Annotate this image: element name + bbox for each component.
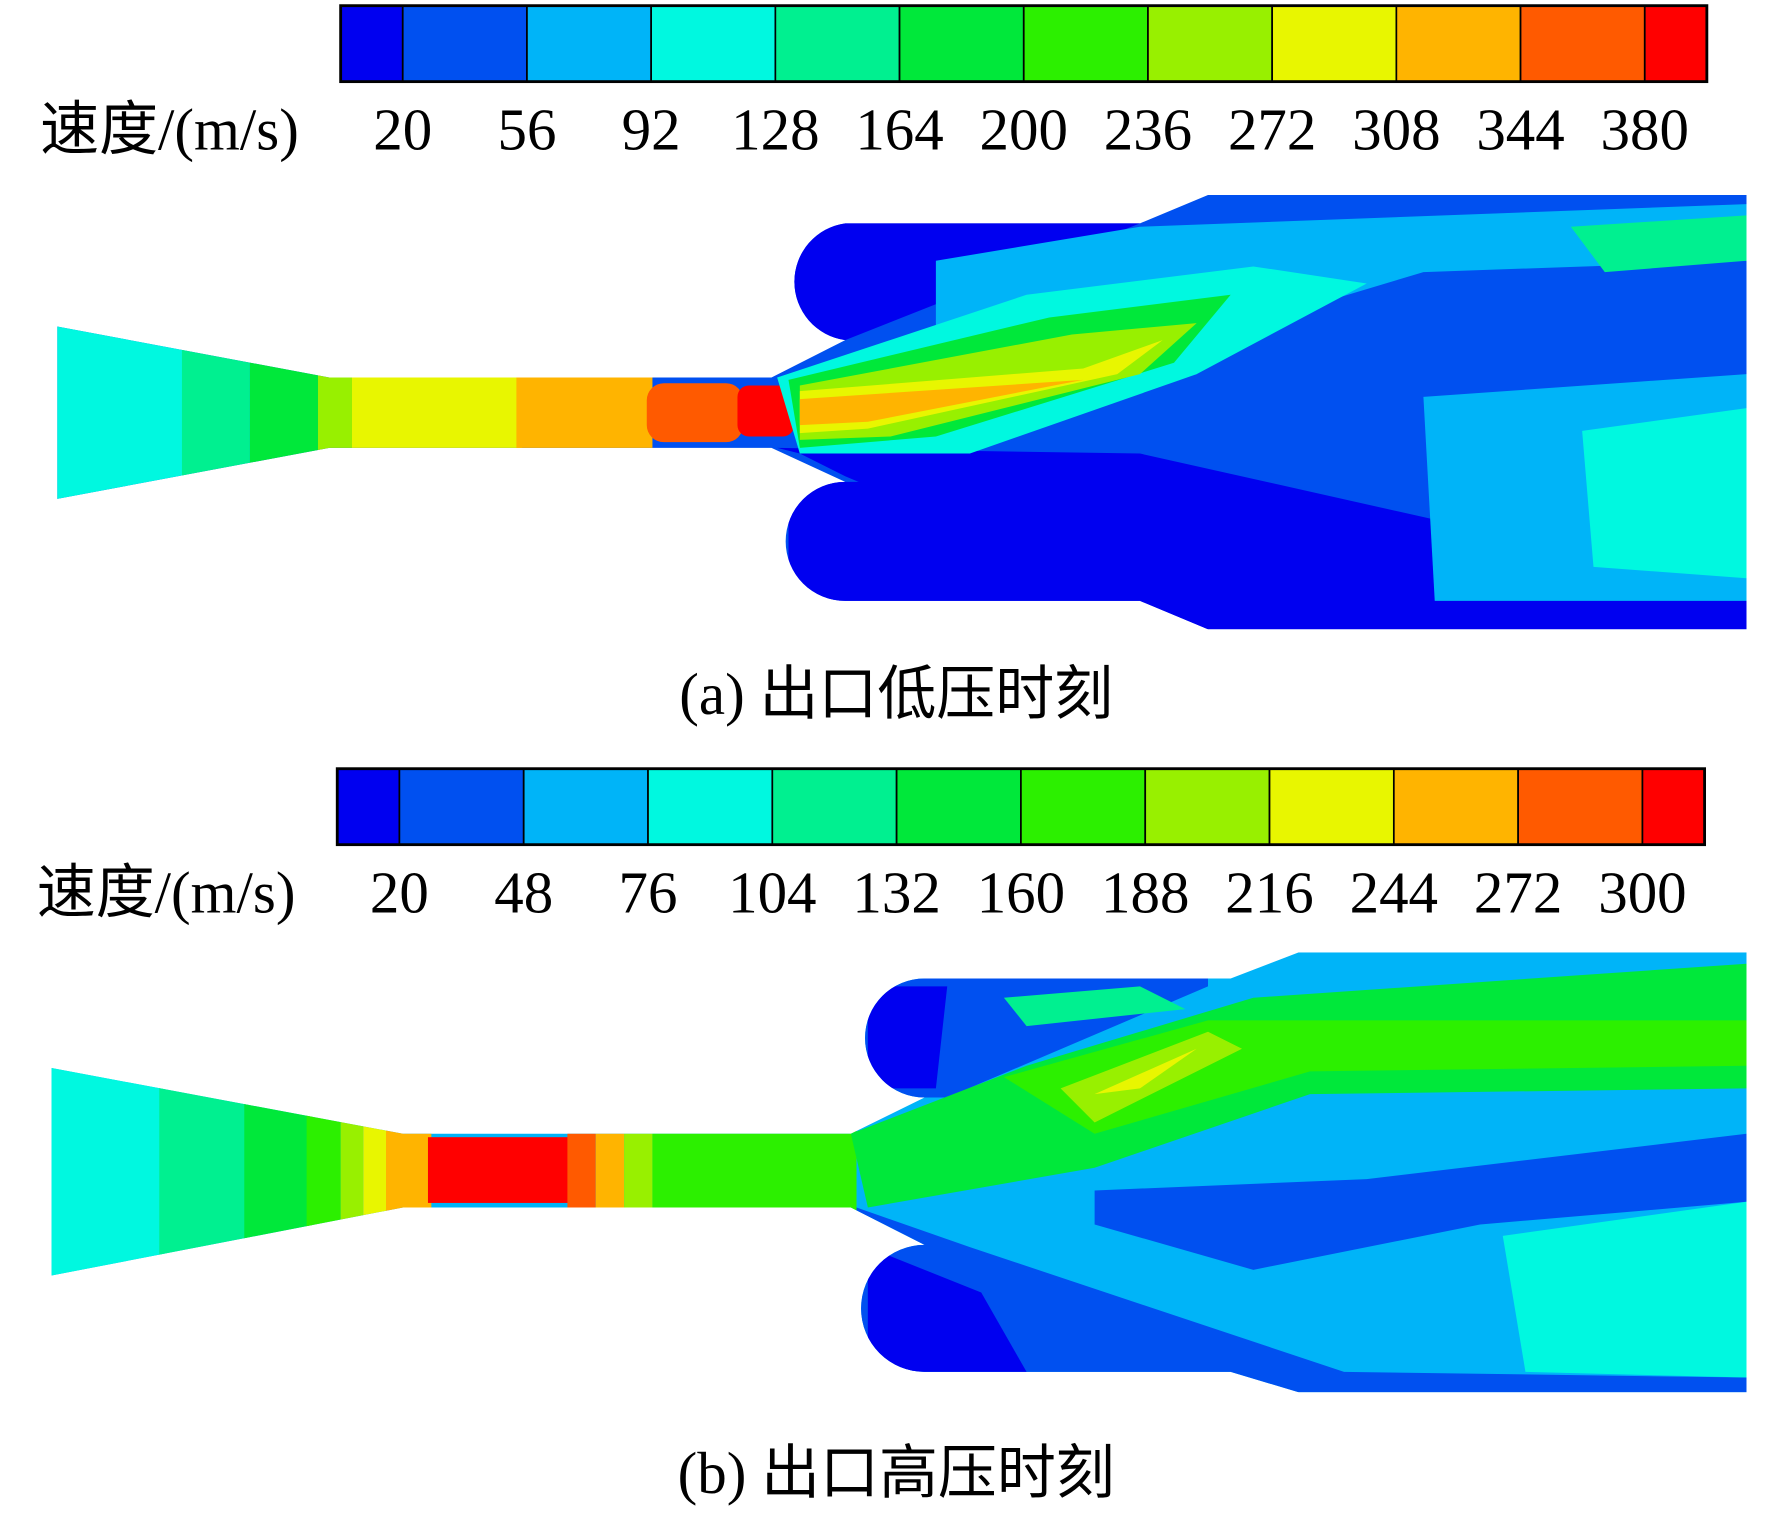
colorbar-tick-label: 300 bbox=[1598, 860, 1686, 926]
colorbar-label: 速度/(m/s) bbox=[40, 97, 299, 163]
colorbar-tick-label: 160 bbox=[977, 860, 1065, 926]
colorbar-tick-label: 128 bbox=[731, 97, 819, 163]
colorbar-block bbox=[647, 767, 774, 846]
colorbar-block bbox=[1392, 767, 1519, 846]
colorbar-block bbox=[1268, 767, 1395, 846]
colorbar-tick-label: 236 bbox=[1104, 97, 1192, 163]
colorbar-block bbox=[771, 767, 898, 846]
colorbar-block bbox=[1641, 767, 1706, 846]
colorbar-tick-label: 56 bbox=[497, 97, 556, 163]
flow-field-b bbox=[51, 952, 1747, 1393]
colorbar-block bbox=[1519, 4, 1646, 83]
colorbar-tick-label: 48 bbox=[494, 860, 553, 926]
colorbar-block bbox=[1271, 4, 1398, 83]
colorbar-block bbox=[1643, 4, 1708, 83]
colorbar-block bbox=[1147, 4, 1274, 83]
colorbar-block bbox=[339, 4, 404, 83]
caption: (b) 出口高压时刻 bbox=[678, 1440, 1115, 1506]
colorbar-block bbox=[398, 767, 525, 846]
colorbar-block bbox=[1022, 4, 1149, 83]
colorbar-tick-label: 132 bbox=[852, 860, 940, 926]
colorbar-label: 速度/(m/s) bbox=[37, 860, 296, 926]
colorbar-tick-label: 244 bbox=[1350, 860, 1438, 926]
colorbar-tick-label: 272 bbox=[1474, 860, 1562, 926]
caption: (a) 出口低压时刻 bbox=[679, 661, 1113, 727]
colorbar-block bbox=[1517, 767, 1644, 846]
colorbar-frame bbox=[335, 767, 1707, 847]
colorbar-block bbox=[650, 4, 777, 83]
colorbar-tick-label: 92 bbox=[622, 97, 681, 163]
colorbar-tick-label: 20 bbox=[373, 97, 432, 163]
colorbar-block bbox=[522, 767, 649, 846]
colorbar-tick-label: 380 bbox=[1601, 97, 1689, 163]
colorbar-tick-label: 344 bbox=[1476, 97, 1564, 163]
colorbar-tick-label: 200 bbox=[980, 97, 1068, 163]
colorbar-block bbox=[774, 4, 901, 83]
colorbar-tick-label: 308 bbox=[1352, 97, 1440, 163]
colorbar-block bbox=[526, 4, 653, 83]
flow-field-a bbox=[57, 195, 1747, 630]
colorbar-tick-label: 20 bbox=[370, 860, 429, 926]
colorbar-tick-label: 188 bbox=[1101, 860, 1189, 926]
colorbar-tick-label: 272 bbox=[1228, 97, 1316, 163]
colorbar-tick-label: 104 bbox=[728, 860, 816, 926]
colorbar-block bbox=[895, 767, 1022, 846]
colorbar-block bbox=[336, 767, 401, 846]
colorbar-tick-label: 216 bbox=[1225, 860, 1313, 926]
colorbar-block bbox=[898, 4, 1025, 83]
colorbar-block bbox=[1144, 767, 1271, 846]
colorbar-tick-label: 76 bbox=[619, 860, 678, 926]
colorbar-block bbox=[401, 4, 528, 83]
colorbar-frame bbox=[339, 4, 1709, 84]
colorbar-tick-label: 164 bbox=[855, 97, 943, 163]
colorbar-block bbox=[1395, 4, 1522, 83]
colorbar-block bbox=[1020, 767, 1147, 846]
